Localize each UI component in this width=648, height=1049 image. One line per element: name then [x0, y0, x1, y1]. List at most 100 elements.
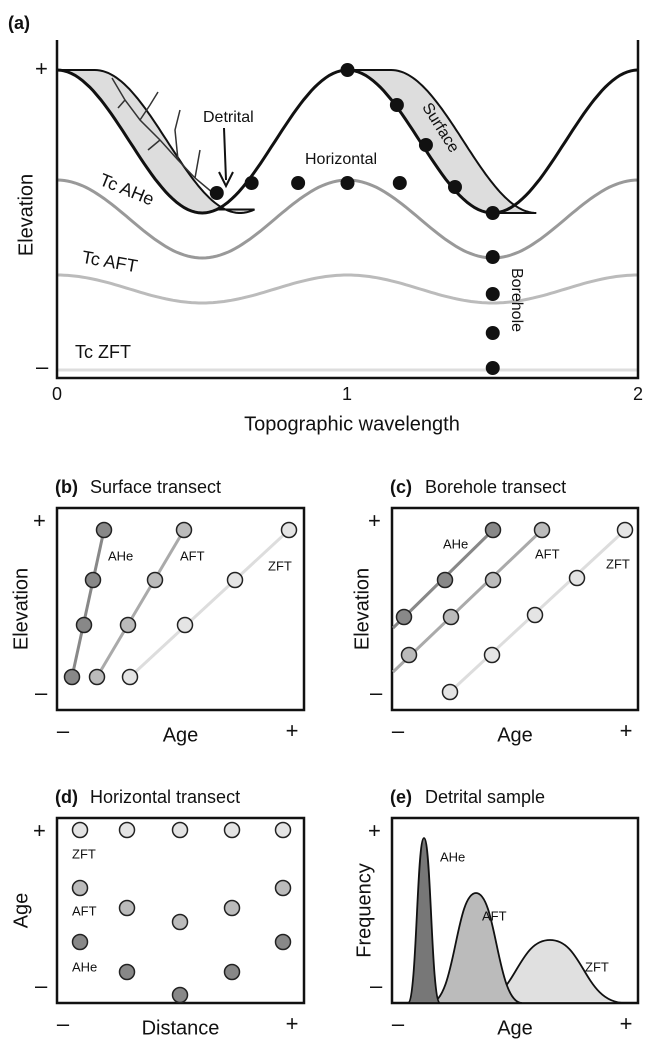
- sample-dot: [485, 326, 500, 340]
- sample-dot: [171, 821, 189, 839]
- trend-line: [128, 528, 291, 679]
- y-minus: –: [370, 973, 383, 998]
- shapes: [55, 40, 640, 380]
- sample-dot: [118, 899, 136, 917]
- sample-dot: [75, 616, 93, 634]
- river: [111, 77, 214, 194]
- series-label: ZFT: [585, 959, 609, 974]
- sample-dot: [484, 571, 502, 589]
- sample-dot: [442, 608, 460, 626]
- panel-title: Horizontal transect: [90, 787, 240, 807]
- series-label: AFT: [535, 546, 560, 561]
- sample-dot: [533, 521, 551, 539]
- sample-dot: [223, 963, 241, 981]
- y-minus: –: [370, 680, 383, 705]
- x-minus: –: [392, 1011, 405, 1036]
- sample-dot: [119, 616, 137, 634]
- panel-label: (e): [390, 787, 412, 807]
- x-minus: –: [57, 1011, 70, 1036]
- axis-frame: [55, 40, 640, 380]
- series-label: ZFT: [606, 556, 630, 571]
- sample-dot: [447, 180, 462, 194]
- x-axis-label: Age: [497, 1017, 533, 1039]
- sample-dot: [389, 98, 404, 112]
- series-label: AHe: [440, 849, 465, 864]
- y-plus: +: [33, 508, 46, 533]
- sample-dot: [223, 821, 241, 839]
- y-plus: +: [368, 818, 381, 843]
- sample-dot: [274, 933, 292, 951]
- small-panels: (b) Surface transect + – Elevation – + Age AHe AF…: [10, 477, 640, 1039]
- isotherm-label: Tc AHe: [97, 170, 157, 210]
- sample-dot: [485, 250, 500, 264]
- y-minus: –: [35, 973, 48, 998]
- isotherm-label: Tc AFT: [80, 247, 139, 276]
- sample-dot: [71, 821, 89, 839]
- x-axis-label: Age: [163, 724, 199, 746]
- sample-dot: [121, 668, 139, 686]
- sample-dot: [175, 521, 193, 539]
- annotation: Detrital: [203, 109, 254, 126]
- sample-dot: [418, 138, 433, 152]
- panel-label: (a): [8, 13, 30, 33]
- y-minus: –: [35, 680, 48, 705]
- isotherm-aft: [57, 273, 638, 305]
- series-label: AHe: [72, 959, 97, 974]
- sample-dot: [226, 571, 244, 589]
- series-label: ZFT: [72, 846, 96, 861]
- isotherm-label: Tc ZFT: [75, 342, 131, 362]
- sample-dot: [441, 683, 459, 701]
- sample-dot: [244, 176, 259, 190]
- y-axis-label: Elevation: [351, 568, 373, 650]
- x-plus: +: [620, 718, 633, 743]
- y-minus: –: [36, 354, 49, 379]
- series-label: AHe: [443, 536, 468, 551]
- annotation: Horizontal: [305, 151, 377, 168]
- sample-dot: [146, 571, 164, 589]
- sample-dot: [84, 571, 102, 589]
- sample-dot: [71, 933, 89, 951]
- trend-line: [95, 529, 186, 678]
- x-minus: –: [57, 718, 70, 743]
- x-tick: 0: [52, 384, 62, 404]
- x-axis-label: Distance: [142, 1017, 220, 1039]
- x-axis-label: Age: [497, 724, 533, 746]
- panel-label: (b): [55, 477, 78, 497]
- sample-dot: [568, 569, 586, 587]
- panel-title: Detrital sample: [425, 787, 545, 807]
- y-plus: +: [33, 818, 46, 843]
- arrow: [218, 127, 234, 189]
- panel-label: (d): [55, 787, 78, 807]
- annotation: Borehole: [508, 268, 525, 332]
- sample-dot: [118, 821, 136, 839]
- series-label: AFT: [180, 548, 205, 563]
- x-plus: +: [286, 718, 299, 743]
- sample-dot: [395, 608, 413, 626]
- sample-dot: [400, 646, 418, 664]
- sample-dot: [274, 821, 292, 839]
- sample-dot: [95, 521, 113, 539]
- sample-dot: [340, 176, 355, 190]
- sample-dot: [616, 521, 634, 539]
- sample-dot: [63, 668, 81, 686]
- series-label: ZFT: [268, 558, 292, 573]
- y-plus: +: [35, 56, 48, 81]
- sample-dot: [392, 176, 407, 190]
- panel-title: Borehole transect: [425, 477, 566, 497]
- trend-line: [70, 529, 106, 678]
- sample-dot: [485, 206, 500, 220]
- distribution: [429, 892, 523, 1004]
- y-axis-label: Elevation: [15, 174, 37, 256]
- series-label: AHe: [108, 548, 133, 563]
- sample-dot: [118, 963, 136, 981]
- sample-dot: [485, 287, 500, 301]
- series-label: AFT: [72, 903, 97, 918]
- sample-dot: [526, 606, 544, 624]
- trend-line: [391, 528, 544, 674]
- panel-box: [390, 506, 640, 712]
- panel-box: [55, 506, 306, 712]
- sample-dot: [485, 361, 500, 375]
- sample-dot: [171, 913, 189, 931]
- distribution: [407, 837, 441, 1004]
